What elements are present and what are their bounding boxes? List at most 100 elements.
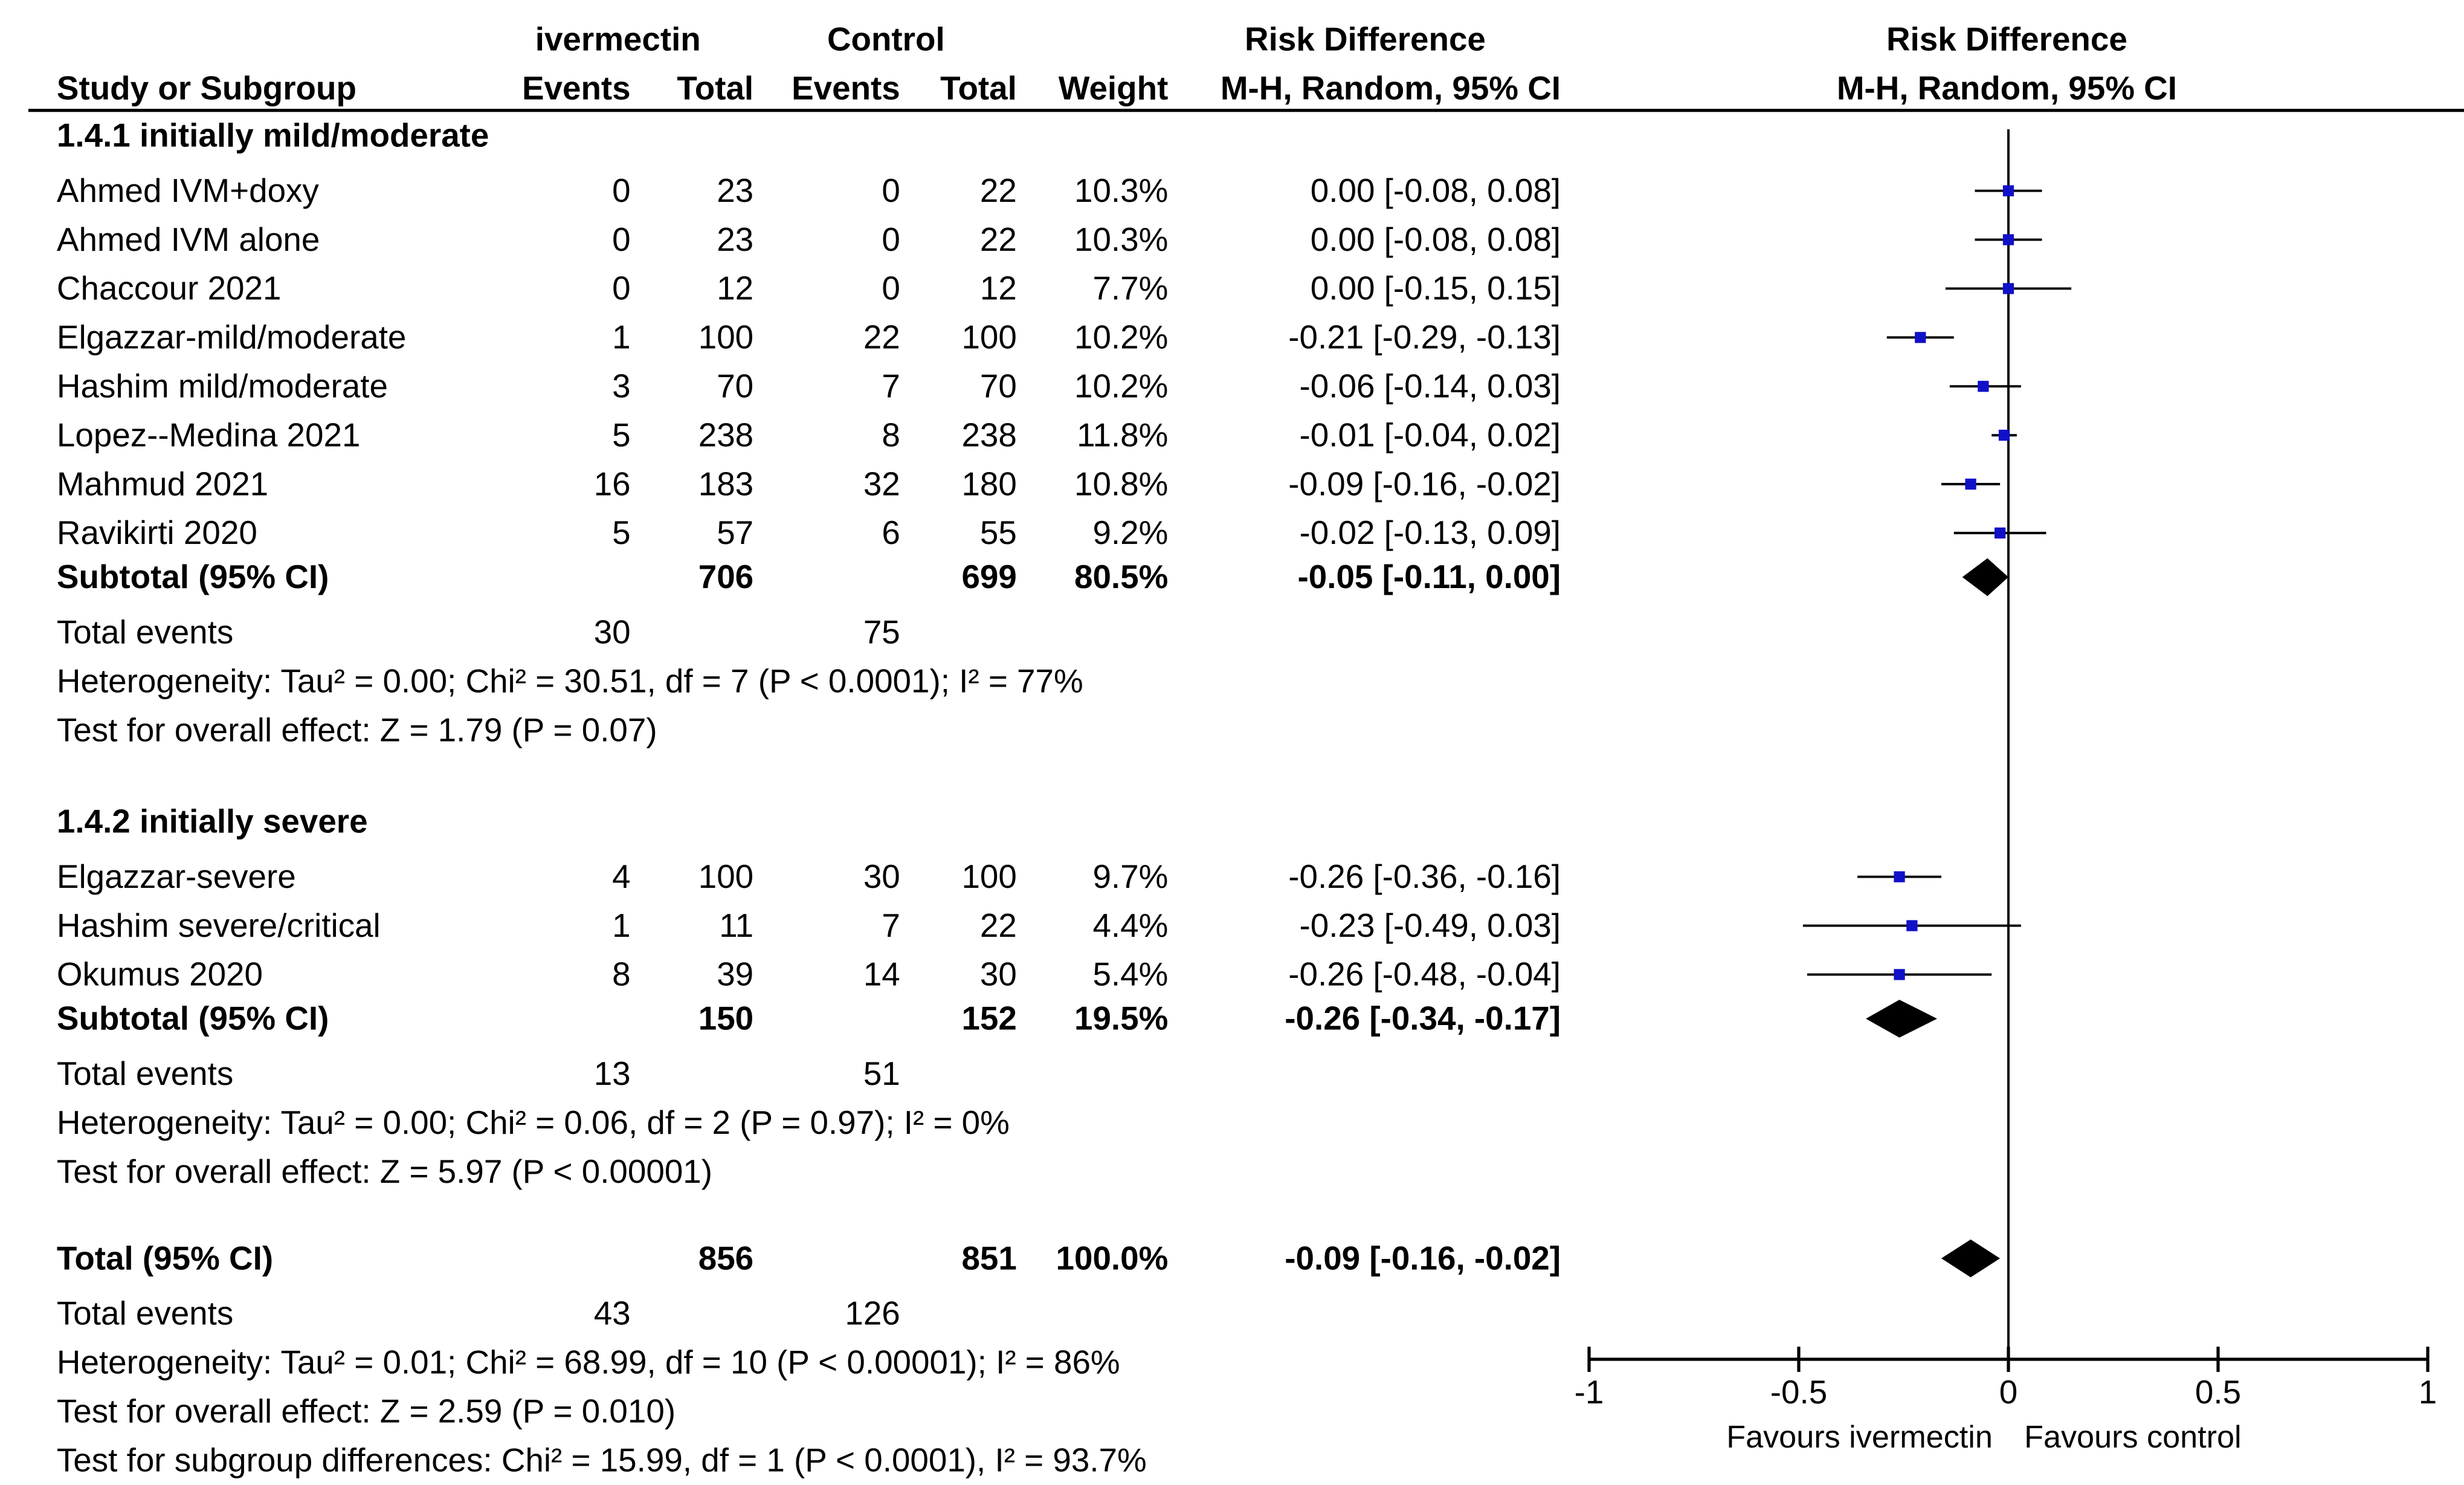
ivermectin-total: 23	[717, 221, 753, 258]
group1-header: ivermectin	[535, 20, 701, 57]
summary-label: Subtotal (95% CI)	[57, 1000, 329, 1037]
total-events-row: Total events 13 51	[57, 1055, 900, 1092]
effect-header-2: M-H, Random, 95% CI	[1221, 69, 1561, 106]
study-weight: 9.2%	[1092, 514, 1168, 551]
total-events-ivermectin: 13	[594, 1055, 631, 1092]
x-tick-label: -0.5	[1770, 1373, 1827, 1411]
control-events: 7	[882, 367, 900, 404]
summary-ci-text: -0.26 [-0.34, -0.17]	[1285, 1000, 1561, 1037]
control-events: 30	[863, 858, 900, 895]
x-axis: -1 -0.5 0 0.5 1 Favours ivermectin Favours con…	[1575, 1347, 2437, 1455]
study-row: Ahmed IVM+doxy 0 23 0 22 10.3% 0.00 [-0.08, 0.…	[57, 172, 2042, 209]
summary-label: Total (95% CI)	[57, 1239, 273, 1276]
control-total: 100	[961, 858, 1016, 895]
subgroup-subtotal: Subtotal (95% CI) 706 699 80.5% -0.05 [-0.11…	[57, 558, 2008, 597]
study-row: Elgazzar-severe 4 100 30 100 9.7% -0.26 [-0.36…	[57, 858, 1941, 895]
x-tick-label: -1	[1575, 1373, 1604, 1411]
study-ci-text: -0.02 [-0.13, 0.09]	[1300, 514, 1561, 551]
point-estimate	[1906, 920, 1918, 931]
control-total: 100	[961, 319, 1016, 356]
study-ci-text: -0.09 [-0.16, -0.02]	[1288, 465, 1561, 502]
weight-column-header: Weight	[1059, 69, 1169, 106]
plot-header-2: M-H, Random, 95% CI	[1837, 69, 2177, 106]
study-weight: 10.3%	[1074, 172, 1168, 209]
x-tick-label: 0.5	[2195, 1373, 2241, 1411]
total-events-ivermectin: 43	[594, 1295, 631, 1332]
control-total: 30	[980, 956, 1017, 993]
summary-label: Subtotal (95% CI)	[57, 558, 329, 595]
summary-control-total: 851	[961, 1239, 1016, 1276]
overall-total: Total (95% CI) 856 851 100.0% -0.09 [-0.16, …	[57, 1239, 2001, 1278]
ivermectin-events: 5	[612, 514, 630, 551]
study-weight: 4.4%	[1092, 907, 1168, 944]
summary-diamond	[1866, 1000, 1938, 1038]
control-total: 70	[980, 367, 1017, 404]
summary-ivermectin-total: 856	[698, 1239, 753, 1276]
ivermectin-total: 100	[698, 319, 753, 356]
events2-column-header: Events	[792, 69, 900, 106]
study-row: Okumus 2020 8 39 14 30 5.4% -0.26 [-0.48, -0.0…	[57, 956, 1992, 993]
forest-rows: 1.4.1 initially mild/moderate Ahmed IVM+d…	[57, 117, 2072, 1478]
total-events-row: Total events 43 126	[57, 1295, 900, 1332]
overall-effect-text: Test for overall effect: Z = 5.97 (P < 0…	[57, 1153, 712, 1190]
ivermectin-events: 8	[612, 956, 630, 993]
study-row: Elgazzar-mild/moderate 1 100 22 100 10.2% -0.2…	[57, 319, 1954, 356]
effect-header-1: Risk Difference	[1245, 20, 1486, 57]
total-events-label: Total events	[57, 1055, 233, 1092]
summary-diamond	[1941, 1239, 2001, 1278]
favours-left-label: Favours ivermectin	[1726, 1420, 1993, 1455]
summary-control-total: 699	[961, 558, 1016, 595]
study-weight: 10.2%	[1074, 319, 1168, 356]
control-events: 0	[882, 270, 900, 307]
total2-column-header: Total	[940, 69, 1017, 106]
total1-column-header: Total	[677, 69, 753, 106]
study-row: Hashim severe/critical 1 11 7 22 4.4% -0.23 [-…	[57, 907, 2021, 944]
total-events-row: Total events 30 75	[57, 613, 900, 651]
ivermectin-total: 183	[698, 465, 753, 502]
subgroup-title: 1.4.2 initially severe	[57, 803, 368, 840]
point-estimate	[1978, 381, 1989, 392]
ivermectin-total: 23	[717, 172, 753, 209]
ivermectin-events: 1	[612, 319, 630, 356]
summary-ivermectin-total: 706	[698, 558, 753, 595]
ivermectin-total: 11	[719, 907, 753, 944]
control-total: 22	[980, 907, 1017, 944]
summary-ivermectin-total: 150	[698, 1000, 753, 1037]
control-total: 22	[980, 221, 1017, 258]
point-estimate	[1994, 527, 2006, 539]
study-ci-text: 0.00 [-0.15, 0.15]	[1311, 270, 1561, 307]
summary-control-total: 152	[961, 1000, 1016, 1037]
x-tick-label: 1	[2419, 1373, 2437, 1411]
control-events: 6	[882, 514, 900, 551]
group2-header: Control	[827, 20, 945, 57]
ivermectin-events: 0	[612, 172, 630, 209]
ivermectin-events: 0	[612, 221, 630, 258]
heterogeneity-text: Heterogeneity: Tau² = 0.00; Chi² = 30.51…	[57, 662, 1083, 699]
plot-header-1: Risk Difference	[1886, 20, 2127, 57]
ivermectin-events: 5	[612, 416, 630, 453]
study-ci-text: -0.06 [-0.14, 0.03]	[1300, 367, 1561, 404]
total-events-control: 126	[845, 1295, 900, 1332]
control-total: 55	[980, 514, 1017, 551]
study-ci-text: -0.26 [-0.48, -0.04]	[1288, 956, 1561, 993]
study-row: Mahmud 2021 16 183 32 180 10.8% -0.09 [-0.16, …	[57, 465, 2001, 502]
subgroup-subtotal: Subtotal (95% CI) 150 152 19.5% -0.26 [-0.34…	[57, 1000, 1938, 1038]
study-ci-text: -0.26 [-0.36, -0.16]	[1288, 858, 1561, 895]
ivermectin-total: 39	[717, 956, 753, 993]
study-weight: 5.4%	[1092, 956, 1168, 993]
study-ci-text: 0.00 [-0.08, 0.08]	[1311, 172, 1561, 209]
ivermectin-events: 3	[612, 367, 630, 404]
study-ci-text: -0.23 [-0.49, 0.03]	[1300, 907, 1561, 944]
point-estimate	[1894, 969, 1905, 980]
summary-weight: 100.0%	[1056, 1239, 1169, 1276]
total-events-control: 75	[863, 613, 900, 651]
summary-weight: 19.5%	[1074, 1000, 1168, 1037]
point-estimate	[2002, 234, 2014, 245]
summary-ci-text: -0.09 [-0.16, -0.02]	[1285, 1239, 1561, 1276]
subgroup-differences-text: Test for subgroup differences: Chi² = 15…	[57, 1441, 1147, 1478]
control-events: 14	[863, 956, 900, 993]
ivermectin-total: 12	[717, 270, 753, 307]
point-estimate	[1998, 429, 2010, 441]
total-events-label: Total events	[57, 1295, 233, 1332]
